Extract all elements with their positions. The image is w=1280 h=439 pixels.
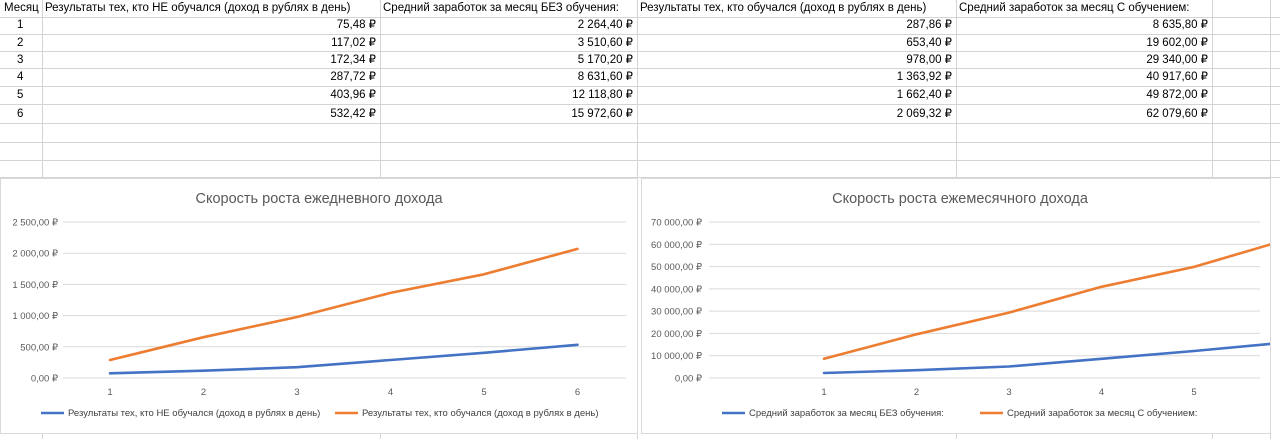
chart-monthly-income-svg: Скорость роста ежемесячного дохода 0,00 …: [651, 191, 1270, 419]
table-cell[interactable]: 6: [17, 108, 24, 120]
table-cell[interactable]: 62 079,60 ₽: [1146, 108, 1208, 120]
table-cell[interactable]: 8 635,80 ₽: [1152, 19, 1208, 31]
row-divider: [0, 160, 1280, 161]
table-cell[interactable]: 1 662,40 ₽: [896, 89, 952, 101]
chart-monthly-income[interactable]: Скорость роста ежемесячного дохода 0,00 …: [641, 178, 1271, 434]
table-cell[interactable]: 19 602,00 ₽: [1146, 37, 1208, 49]
row-divider: [0, 177, 1280, 178]
chart-daily-income[interactable]: Скорость роста ежедневного дохода 0,00 ₽…: [0, 178, 638, 434]
legend-entry[interactable]: Средний заработок за месяц С обучением:: [1007, 408, 1197, 419]
table-cell[interactable]: 403,96 ₽: [330, 89, 376, 101]
table-cell[interactable]: 3: [17, 54, 24, 66]
table-cell[interactable]: 49 872,00 ₽: [1146, 89, 1208, 101]
table-cell[interactable]: 3 510,60 ₽: [577, 37, 633, 49]
table-cell[interactable]: 2 069,32 ₽: [896, 108, 952, 120]
table-cell[interactable]: 532,42 ₽: [330, 108, 376, 120]
x-tick-label: 3: [294, 387, 299, 398]
legend-entry[interactable]: Результаты тех, кто обучался (доход в ру…: [362, 408, 599, 419]
header-cell-monthly-untrained[interactable]: Средний заработок за месяц БЕЗ обучения:: [383, 2, 619, 14]
table-cell[interactable]: 8 631,60 ₽: [577, 71, 633, 83]
table-cell[interactable]: 12 118,80 ₽: [572, 89, 633, 101]
table-cell[interactable]: 15 972,60 ₽: [571, 108, 633, 120]
x-tick-label: 5: [1191, 387, 1196, 398]
y-tick-label: 60 000,00 ₽: [651, 240, 702, 251]
y-tick-label: 0,00 ₽: [31, 374, 58, 385]
table-cell[interactable]: 40 917,60 ₽: [1146, 71, 1208, 83]
table-cell[interactable]: 29 340,00 ₽: [1146, 54, 1208, 66]
table-cell[interactable]: 75,48 ₽: [336, 19, 376, 31]
table-cell[interactable]: 653,40 ₽: [906, 37, 952, 49]
table-cell[interactable]: 5: [17, 89, 24, 101]
table-cell[interactable]: 1: [17, 19, 24, 31]
header-cell-month[interactable]: Месяц: [4, 2, 39, 14]
legend-entry[interactable]: Средний заработок за месяц БЕЗ обучения:: [749, 408, 944, 419]
x-tick-label: 5: [481, 387, 486, 398]
x-tick-label: 1: [107, 387, 112, 398]
x-tick-label: 6: [575, 387, 580, 398]
series-line-1[interactable]: [822, 342, 1270, 375]
x-tick-label: 2: [914, 387, 919, 398]
table-cell[interactable]: 4: [17, 71, 24, 83]
table-cell[interactable]: 287,86 ₽: [906, 19, 952, 31]
series-line-2[interactable]: [822, 240, 1270, 361]
table-cell[interactable]: 5 170,20 ₽: [577, 54, 633, 66]
x-tick-label: 4: [1099, 387, 1104, 398]
row-divider: [0, 142, 1280, 143]
table-cell[interactable]: 172,34 ₽: [330, 54, 376, 66]
row-divider: [0, 51, 1280, 52]
y-tick-label: 1 500,00 ₽: [12, 280, 58, 291]
row-divider: [0, 17, 1280, 18]
y-tick-label: 2 000,00 ₽: [12, 249, 58, 260]
table-cell[interactable]: 2 264,40 ₽: [577, 19, 633, 31]
row-divider: [0, 86, 1280, 87]
row-divider: [0, 104, 1280, 105]
table-cell[interactable]: 2: [17, 37, 24, 49]
row-divider: [0, 34, 1280, 35]
header-cell-income-trained[interactable]: Результаты тех, кто обучался (доход в ру…: [640, 2, 927, 14]
y-tick-label: 40 000,00 ₽: [651, 284, 702, 295]
row-divider: [0, 68, 1280, 69]
table-cell[interactable]: 117,02 ₽: [331, 37, 376, 49]
y-tick-label: 2 500,00 ₽: [12, 218, 58, 229]
table-cell[interactable]: 287,72 ₽: [330, 71, 376, 83]
x-tick-label: 4: [388, 387, 393, 398]
chart-title: Скорость роста ежемесячного дохода: [832, 191, 1089, 207]
table-cell[interactable]: 978,00 ₽: [906, 54, 952, 66]
row-divider: [0, 123, 1280, 124]
header-cell-monthly-trained[interactable]: Средний заработок за месяц С обучением:: [959, 2, 1190, 14]
y-tick-label: 50 000,00 ₽: [651, 262, 702, 273]
y-tick-label: 10 000,00 ₽: [651, 351, 702, 362]
series-line-1[interactable]: [108, 343, 579, 375]
y-tick-label: 70 000,00 ₽: [651, 218, 702, 229]
y-tick-label: 500,00 ₽: [20, 342, 58, 353]
x-tick-label: 2: [201, 387, 206, 398]
table-cell[interactable]: 1 363,92 ₽: [896, 71, 952, 83]
chart-title: Скорость роста ежедневного дохода: [195, 191, 443, 207]
y-tick-label: 20 000,00 ₽: [651, 329, 702, 340]
chart-daily-income-svg: Скорость роста ежедневного дохода 0,00 ₽…: [12, 191, 626, 419]
x-tick-label: 1: [821, 387, 826, 398]
series-line-2[interactable]: [108, 247, 579, 362]
x-tick-label: 3: [1006, 387, 1011, 398]
y-tick-label: 1 000,00 ₽: [12, 311, 58, 322]
y-tick-label: 30 000,00 ₽: [651, 307, 702, 318]
legend-entry[interactable]: Результаты тех, кто НЕ обучался (доход в…: [68, 408, 320, 419]
header-cell-income-untrained[interactable]: Результаты тех, кто НЕ обучался (доход в…: [45, 2, 351, 14]
y-tick-label: 0,00 ₽: [675, 374, 702, 385]
